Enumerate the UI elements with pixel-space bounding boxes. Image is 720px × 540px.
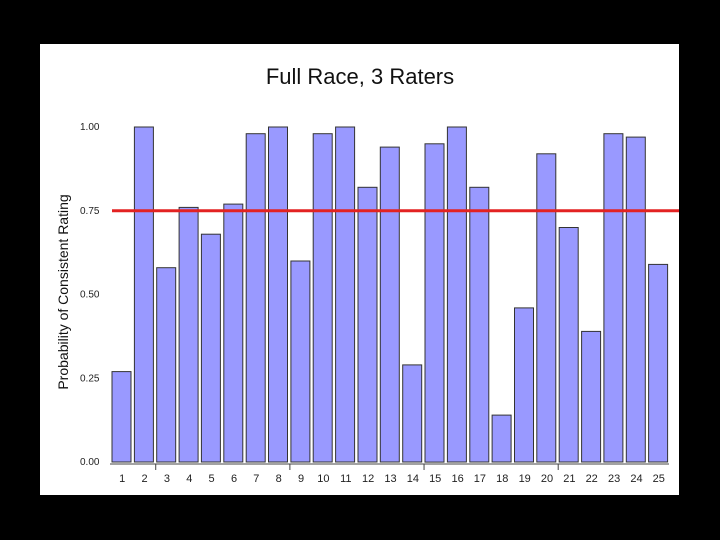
- bar-12: [357, 186, 378, 463]
- bar-23: [603, 133, 624, 463]
- bar-10: [312, 133, 333, 463]
- y-tick-label: 0.25: [80, 373, 100, 384]
- bar-7: [245, 133, 266, 463]
- bar-13: [379, 146, 400, 463]
- bar-9: [290, 260, 311, 463]
- x-tick-label: 1: [119, 473, 125, 485]
- bar-3: [156, 267, 177, 463]
- chart-panel: Full Race, 3 Raters Probability of Consi…: [40, 44, 679, 495]
- bar-16: [446, 126, 467, 463]
- bar-chart: Full Race, 3 Raters Probability of Consi…: [55, 64, 679, 485]
- bar-8: [268, 126, 288, 463]
- bar-1: [111, 371, 132, 463]
- x-tick-label: 22: [586, 473, 598, 485]
- bar-11: [335, 126, 356, 463]
- x-tick-label: 23: [608, 473, 620, 485]
- x-tick-label: 3: [164, 473, 170, 485]
- y-tick-label: 0.75: [80, 206, 100, 217]
- bar-25: [648, 263, 669, 463]
- bar-20: [536, 153, 557, 463]
- y-tick-label: 0.50: [80, 290, 100, 301]
- x-tick-label: 16: [451, 473, 463, 485]
- x-tick-label: 10: [317, 473, 329, 485]
- bars: [111, 126, 669, 463]
- x-tick-label: 17: [474, 473, 486, 485]
- x-tick-label: 20: [541, 473, 553, 485]
- x-tick-label: 8: [276, 473, 282, 485]
- chart-title: Full Race, 3 Raters: [266, 64, 454, 89]
- bar-5: [200, 233, 221, 463]
- x-tick-label: 14: [407, 473, 419, 485]
- x-tick-label: 6: [231, 473, 237, 485]
- y-tick-label: 1.00: [80, 122, 100, 133]
- x-tick-label: 15: [429, 473, 441, 485]
- x-tick-label: 2: [141, 473, 147, 485]
- bar-6: [223, 203, 244, 463]
- x-tick-label: 24: [630, 473, 642, 485]
- x-tick-label: 7: [253, 473, 259, 485]
- bar-2: [133, 126, 154, 463]
- bar-17: [469, 186, 490, 463]
- x-tick-label: 19: [519, 473, 531, 485]
- x-tick-label: 5: [209, 473, 215, 485]
- x-tick-label: 13: [384, 473, 396, 485]
- y-axis: 0.00 0.25 0.50 0.75 1.00: [80, 122, 100, 468]
- bar-24: [625, 136, 646, 463]
- x-tick-label: 18: [496, 473, 508, 485]
- x-axis: 1 2 3 4 5 6 7 8 9 10 11 12 13 14 15 16 17 18 19 20 21 22 23 24 2…: [110, 463, 669, 485]
- bar-22: [581, 330, 602, 463]
- x-tick-label: 4: [186, 473, 192, 485]
- y-axis-label: Probability of Consistent Rating: [55, 194, 71, 389]
- bar-15: [424, 143, 445, 463]
- bar-19: [514, 307, 534, 463]
- bar-18: [491, 414, 512, 463]
- x-tick-label: 11: [340, 473, 351, 485]
- x-tick-label: 25: [653, 473, 665, 485]
- bar-4: [178, 206, 199, 463]
- x-tick-label: 9: [298, 473, 304, 485]
- bar-14: [402, 364, 423, 463]
- x-tick-label: 21: [563, 473, 575, 485]
- x-tick-label: 12: [362, 473, 374, 485]
- bar-21: [558, 227, 579, 463]
- y-tick-label: 0.00: [80, 457, 100, 468]
